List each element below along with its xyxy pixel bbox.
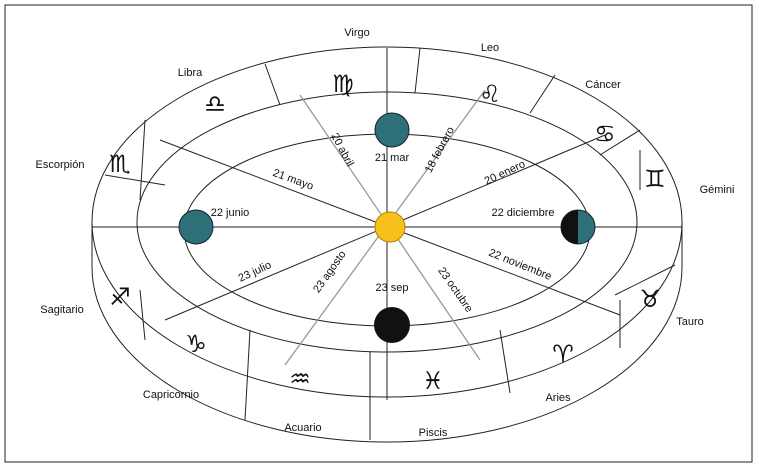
sign-name: Escorpión [36,159,85,171]
sign-name: Tauro [676,316,704,328]
earth [179,210,213,244]
earth [374,307,410,343]
sign-symbol: ♊ [644,165,666,193]
sign-symbol: ♌ [479,80,501,108]
sign-symbol: ♈ [552,340,574,368]
sign-symbol: ♉ [639,285,661,313]
date-label: 21 mar [375,152,410,164]
date-label: 22 diciembre [492,207,555,219]
sign-symbol: ♍ [332,70,354,98]
sign-name: Aries [545,392,571,404]
sign-symbol: ♐ [109,283,131,311]
sign-symbol: ♎ [204,90,226,118]
sign-name: Gémini [700,184,735,196]
sun [375,212,405,242]
sign-symbol: ♋ [594,120,616,148]
sign-name: Leo [481,42,499,54]
sign-name: Sagitario [40,304,83,316]
sign-symbol: ♑ [185,330,207,358]
sign-name: Cáncer [585,79,621,91]
diagram: Virgo ♍ Leo ♌ Cáncer ♋ Gémini ♊ Tauro ♉ Aries ♈ Pisc… [0,0,759,470]
sign-name: Capricornio [143,389,199,401]
sign-name: Virgo [344,27,369,39]
earth [375,113,409,147]
sign-symbol: ♓ [422,367,444,395]
sign-name: Acuario [284,422,321,434]
sign-name: Piscis [419,427,448,439]
date-label: 22 junio [211,207,250,219]
sign-symbol: ♏ [109,150,131,178]
sign-name: Libra [178,67,203,79]
date-label: 23 sep [375,282,408,294]
sign-symbol: ♒ [289,365,311,393]
